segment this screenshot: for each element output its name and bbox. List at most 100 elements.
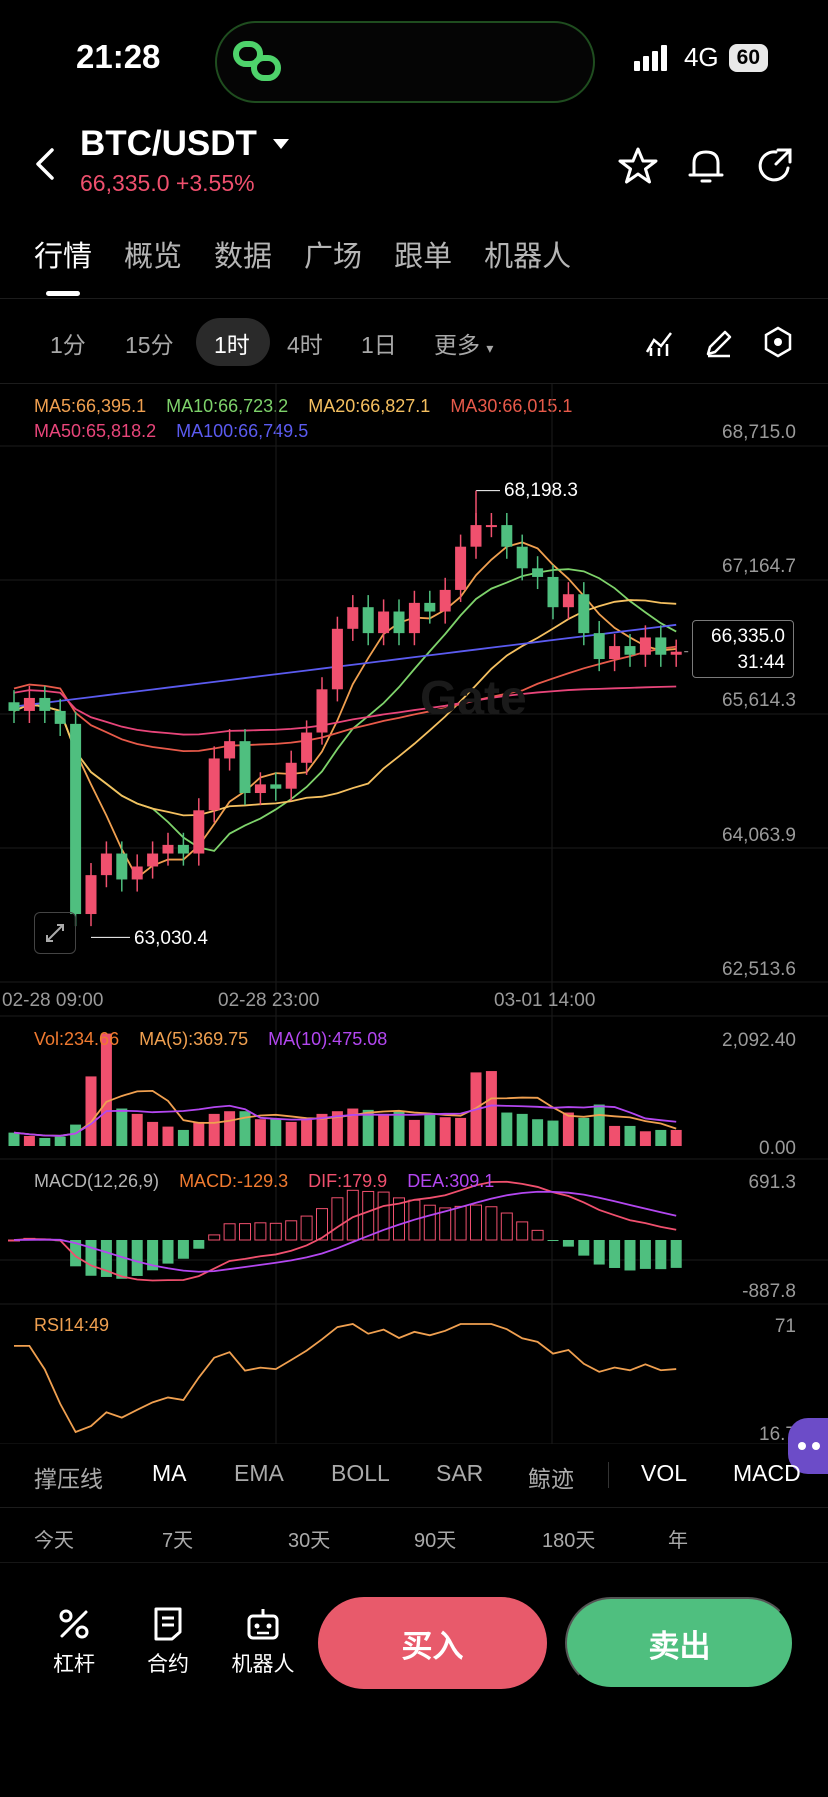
tab-underline [46, 291, 80, 296]
sell-button[interactable]: 卖出 [565, 1597, 794, 1689]
nav-contract[interactable]: 合约 [138, 1606, 198, 1678]
tab-bots[interactable]: 机器人 [484, 241, 572, 273]
divider [0, 383, 828, 384]
candle [455, 546, 467, 590]
macd-bar [177, 1240, 189, 1259]
last-price: 66,335.0 [80, 170, 170, 196]
macd-bar [254, 1222, 267, 1241]
nav-margin[interactable]: 杠杆 [44, 1606, 104, 1678]
macd-value: MACD:-129.3 [179, 1171, 289, 1191]
vol-ma5-line [13, 1089, 677, 1137]
candle [254, 784, 266, 794]
timeframe-1m[interactable]: 1分 [50, 332, 86, 358]
candle [439, 589, 451, 612]
macd-bar [331, 1197, 344, 1241]
ma10-line [13, 568, 677, 852]
volume-bar [70, 1124, 82, 1146]
ma30-line [13, 645, 677, 753]
tab-whale[interactable]: 鲸迹 [528, 1466, 574, 1492]
robot-icon [247, 1609, 279, 1640]
percent-icon [59, 1609, 89, 1639]
indicator-icon[interactable] [644, 328, 674, 358]
signal-icon [633, 44, 667, 71]
tab-square[interactable]: 广场 [304, 241, 363, 273]
tab-support-resistance[interactable]: 撑压线 [34, 1466, 103, 1492]
volume-bar [593, 1104, 605, 1146]
macd-bar [147, 1240, 159, 1271]
back-icon[interactable] [32, 146, 60, 187]
volume-bar [54, 1136, 66, 1146]
tab-sar[interactable]: SAR [436, 1460, 484, 1486]
timeframe-4h[interactable]: 4时 [287, 332, 323, 358]
ma10-value: MA10:66,723.2 [166, 396, 289, 416]
share-icon[interactable] [754, 146, 794, 191]
volume-legend: Vol:234.66 MA(5):369.75 MA(10):475.08 [34, 1029, 387, 1050]
vol-value: Vol:234.66 [34, 1029, 120, 1049]
tab-market[interactable]: 行情 [34, 241, 93, 273]
tab-data[interactable]: 数据 [214, 241, 273, 273]
macd-bar [377, 1191, 390, 1241]
candle [208, 758, 220, 811]
tab-macd[interactable]: MACD [733, 1460, 801, 1486]
buy-button[interactable]: 买入 [318, 1597, 547, 1689]
volume-bar [655, 1129, 667, 1146]
current-price: 66,335.0 [711, 626, 785, 647]
bell-icon[interactable] [686, 146, 726, 191]
candle [624, 646, 636, 655]
macd-bar [70, 1240, 82, 1267]
vol-axis-min: 0.00 [759, 1138, 796, 1159]
timeframe-1h[interactable]: 1时 [214, 332, 250, 358]
macd-bar [562, 1240, 574, 1247]
caret-down-icon: ▾ [486, 340, 494, 356]
assistant-bubble[interactable] [788, 1418, 828, 1474]
price-axis-3: 65,614.3 [722, 690, 796, 711]
volume-bar [316, 1113, 328, 1146]
tab-copy-trade[interactable]: 跟单 [394, 241, 453, 273]
volume-bar [639, 1131, 651, 1146]
nav-bots[interactable]: 机器人 [226, 1606, 300, 1678]
tab-ma[interactable]: MA [152, 1460, 187, 1486]
kline-chart[interactable]: Gate [0, 384, 828, 1444]
macd-bar [300, 1215, 313, 1241]
candle [639, 637, 651, 655]
macd-params: MACD(12,26,9) [34, 1171, 160, 1191]
expand-icon[interactable] [34, 912, 76, 954]
pair-selector[interactable]: BTC/USDT [80, 124, 289, 164]
settings-icon[interactable] [762, 326, 794, 358]
star-icon[interactable] [618, 146, 658, 191]
tab-overview[interactable]: 概览 [124, 241, 183, 273]
candle [270, 784, 282, 789]
network-type: 4G [683, 42, 719, 72]
candle [23, 697, 35, 711]
macd-bar [193, 1240, 205, 1249]
macd-axis-max: 691.3 [748, 1172, 796, 1193]
dif-value: DIF:179.9 [308, 1171, 388, 1191]
nav-contract-label: 合约 [147, 1653, 189, 1676]
volume-bar [116, 1108, 128, 1146]
macd-bar [223, 1223, 236, 1241]
candle [516, 546, 528, 569]
macd-bar [285, 1220, 298, 1241]
candle [39, 697, 51, 711]
pencil-icon[interactable] [704, 328, 734, 358]
period-today: 今天 [34, 1530, 74, 1552]
price-axis-1: 68,715.0 [722, 422, 796, 443]
tab-boll[interactable]: BOLL [331, 1460, 390, 1486]
timeframe-1d[interactable]: 1日 [361, 332, 397, 358]
candle [609, 646, 621, 660]
timeframe-15m[interactable]: 15分 [125, 332, 174, 358]
candle [562, 594, 574, 608]
macd-bar [239, 1223, 251, 1241]
rsi-axis-max: 71 [774, 1316, 796, 1337]
nav-bots-label: 机器人 [231, 1653, 295, 1676]
macd-bar [423, 1204, 436, 1241]
indicator-tabs: 撑压线 MA EMA BOLL SAR 鲸迹 VOL MACD [0, 1460, 828, 1500]
timeframe-more[interactable]: 更多 ▾ [434, 326, 493, 360]
volume-bar [147, 1121, 159, 1146]
tab-ema[interactable]: EMA [234, 1460, 284, 1486]
macd-legend: MACD(12,26,9) MACD:-129.3 DIF:179.9 DEA:… [34, 1171, 494, 1192]
timeframe-more-label: 更多 [434, 332, 480, 358]
candle [162, 844, 174, 854]
volume-bar [162, 1126, 174, 1146]
tab-vol[interactable]: VOL [641, 1460, 688, 1486]
